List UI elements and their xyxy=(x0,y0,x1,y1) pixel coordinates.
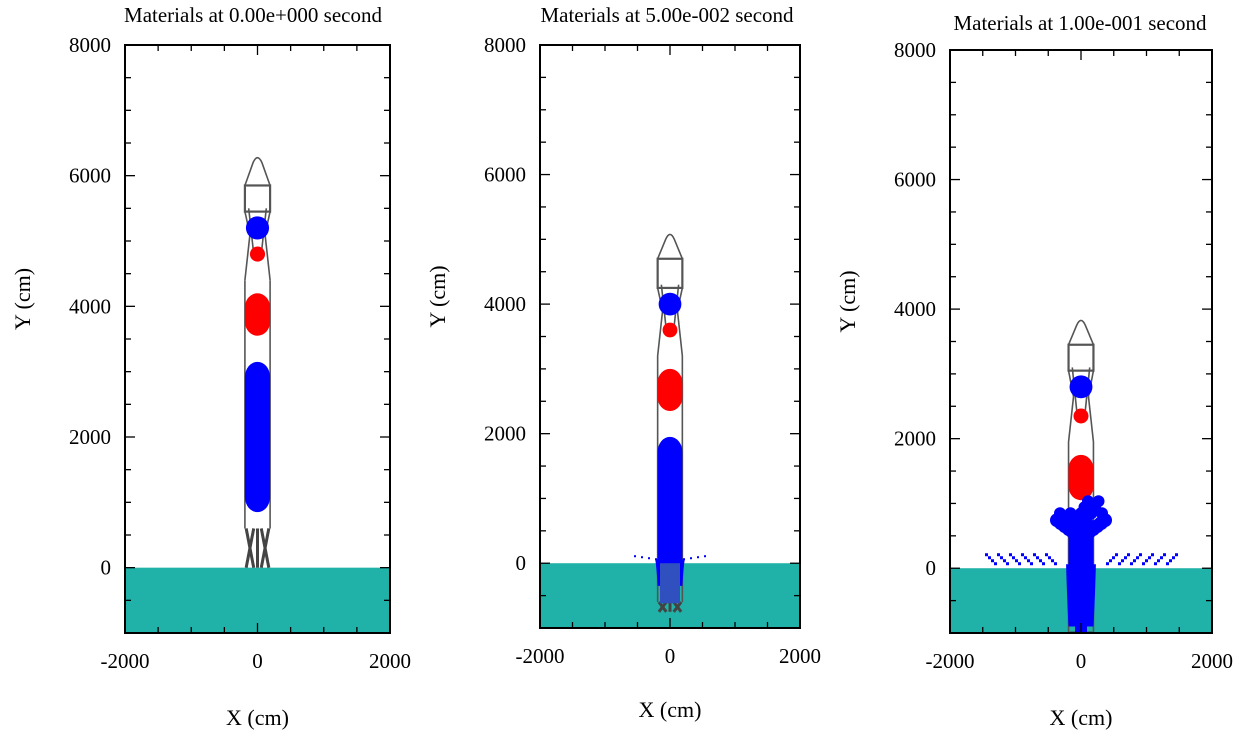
x-axis-label: X (cm) xyxy=(639,697,702,722)
y-tick-label: 2000 xyxy=(484,422,526,446)
y-tick-label: 2000 xyxy=(69,425,111,449)
nose-cone xyxy=(244,156,271,186)
plot-area xyxy=(540,233,800,628)
rocket-legs xyxy=(244,528,271,568)
small-blue-sphere xyxy=(658,292,682,316)
x-tick-label: -2000 xyxy=(516,644,565,668)
x-tick-label: 0 xyxy=(252,649,263,673)
x-tick-label: 0 xyxy=(1076,649,1087,673)
small-red-sphere xyxy=(249,246,266,262)
upper-red-tank xyxy=(244,293,271,336)
x-tick-label: 2000 xyxy=(779,644,821,668)
x-tick-label: 2000 xyxy=(369,649,411,673)
y-tick-label: 6000 xyxy=(484,163,526,187)
small-red-sphere xyxy=(662,322,678,338)
panel-title: Materials at 0.00e+000 second xyxy=(124,3,382,27)
payload-box xyxy=(1067,343,1095,372)
y-tick-label: 8000 xyxy=(484,33,526,57)
rocket-legs xyxy=(657,601,683,613)
small-red-sphere xyxy=(1073,408,1089,424)
y-axis-label: Y (cm) xyxy=(10,268,35,330)
y-tick-label: 4000 xyxy=(484,292,526,316)
y-axis-label: Y (cm) xyxy=(835,270,860,332)
nose-cone xyxy=(1067,319,1095,346)
small-blue-sphere xyxy=(1069,375,1093,399)
small-blue-sphere xyxy=(245,216,270,240)
lower-blue-tank xyxy=(657,436,683,586)
ticks xyxy=(124,44,391,634)
y-tick-label: 2000 xyxy=(894,427,936,451)
y-tick-label: 8000 xyxy=(894,38,936,62)
y-tick-label: 6000 xyxy=(69,164,111,188)
panel-1: 0 2000 4000 6000 8000 -2000 0 2000 Materials at … xyxy=(425,3,821,722)
panel-0: 0 2000 4000 6000 8000 -2000 0 2000 Materials at … xyxy=(10,3,411,730)
y-tick-label: 4000 xyxy=(894,297,936,321)
y-tick-label: 4000 xyxy=(69,294,111,318)
x-tick-label: -2000 xyxy=(101,649,150,673)
ticks xyxy=(539,44,801,629)
plot-area xyxy=(950,319,1212,633)
y-tick-label: 6000 xyxy=(894,168,936,192)
x-tick-label: -2000 xyxy=(926,649,975,673)
ticks xyxy=(949,49,1213,634)
y-tick-label: 0 xyxy=(926,556,937,580)
x-tick-label: 0 xyxy=(665,644,676,668)
y-tick-label: 0 xyxy=(516,551,527,575)
x-tick-label: 2000 xyxy=(1191,649,1233,673)
y-axis-label: Y (cm) xyxy=(425,265,450,327)
payload-box xyxy=(656,257,684,290)
panel-2: 0 2000 4000 6000 8000 -2000 0 2000 Materials at … xyxy=(835,11,1233,730)
panel-title: Materials at 1.00e-001 second xyxy=(953,11,1207,35)
y-tick-label: 0 xyxy=(101,556,112,580)
x-axis-label: X (cm) xyxy=(1050,705,1113,730)
nose-cone xyxy=(656,233,684,260)
x-axis-label: X (cm) xyxy=(226,705,289,730)
exhaust-spray xyxy=(985,495,1178,633)
payload-box xyxy=(243,184,272,213)
upper-red-tank xyxy=(1068,454,1094,501)
plot-area xyxy=(125,156,390,633)
panel-title: Materials at 5.00e-002 second xyxy=(540,3,794,27)
y-tick-label: 8000 xyxy=(69,33,111,57)
lower-blue-tank xyxy=(244,361,271,513)
ground-region xyxy=(125,567,390,633)
upper-red-tank xyxy=(657,368,683,411)
exhaust-spray xyxy=(634,555,706,604)
